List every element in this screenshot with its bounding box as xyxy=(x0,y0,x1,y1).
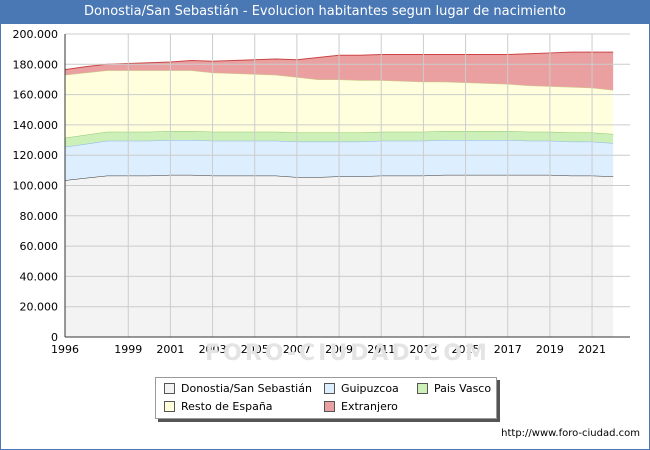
legend-item-guipuzcoa: Guipuzcoa xyxy=(324,382,399,396)
chart-title: Donostia/San Sebastián - Evolucion habit… xyxy=(0,0,650,24)
x-tick-label: 2015 xyxy=(452,343,480,356)
x-tick-label: 2001 xyxy=(156,343,184,356)
legend-swatch-pais-vasco xyxy=(417,382,428,394)
legend-swatch-guipuzcoa xyxy=(324,382,335,394)
y-tick-label: 40.000 xyxy=(20,270,59,283)
y-tick-label: 20.000 xyxy=(20,301,59,314)
legend-label-guipuzcoa: Guipuzcoa xyxy=(341,382,399,395)
x-tick-label: 2019 xyxy=(536,343,564,356)
legend-label-donostia: Donostia/San Sebastián xyxy=(181,382,312,395)
y-tick-label: 200.000 xyxy=(13,28,59,41)
legend-label-resto-espana: Resto de España xyxy=(181,400,273,413)
legend-swatch-extranjero xyxy=(324,400,335,412)
legend-item-extranjero: Extranjero xyxy=(324,400,398,414)
legend-item-pais-vasco: Pais Vasco xyxy=(417,382,491,396)
x-tick-label: 2009 xyxy=(325,343,353,356)
x-tick-label: 2013 xyxy=(409,343,437,356)
x-tick-label: 2003 xyxy=(199,343,227,356)
legend-swatch-resto-espana xyxy=(164,400,175,412)
y-tick-label: 140.000 xyxy=(13,119,59,132)
y-tick-label: 160.000 xyxy=(13,89,59,102)
x-tick-label: 1999 xyxy=(114,343,142,356)
x-tick-label: 2017 xyxy=(494,343,522,356)
y-tick-label: 120.000 xyxy=(13,149,59,162)
chart-legend: Donostia/San Sebastián Guipuzcoa Pais Va… xyxy=(155,377,497,419)
legend-label-pais-vasco: Pais Vasco xyxy=(434,382,492,395)
y-tick-label: 100.000 xyxy=(13,180,59,193)
x-tick-label: 2007 xyxy=(283,343,311,356)
x-tick-label: 1996 xyxy=(51,343,79,356)
x-tick-label: 2011 xyxy=(367,343,395,356)
y-tick-label: 0 xyxy=(51,331,58,344)
legend-label-extranjero: Extranjero xyxy=(341,400,398,413)
y-tick-label: 60.000 xyxy=(20,240,59,253)
legend-swatch-donostia xyxy=(164,382,175,394)
watermark: FORO-CIUDAD.COM xyxy=(205,341,490,366)
legend-item-donostia: Donostia/San Sebastián xyxy=(164,382,312,396)
x-tick-label: 2021 xyxy=(578,343,606,356)
legend-item-resto-espana: Resto de España xyxy=(164,400,273,414)
y-tick-label: 180.000 xyxy=(13,58,59,71)
area-chart: 0 20.000 40.000 60.000 80.000 100.000 120.000 1… xyxy=(13,28,630,366)
y-tick-label: 80.000 xyxy=(20,210,59,223)
source-url: http://www.foro-ciudad.com xyxy=(501,428,640,439)
x-tick-label: 2005 xyxy=(241,343,269,356)
